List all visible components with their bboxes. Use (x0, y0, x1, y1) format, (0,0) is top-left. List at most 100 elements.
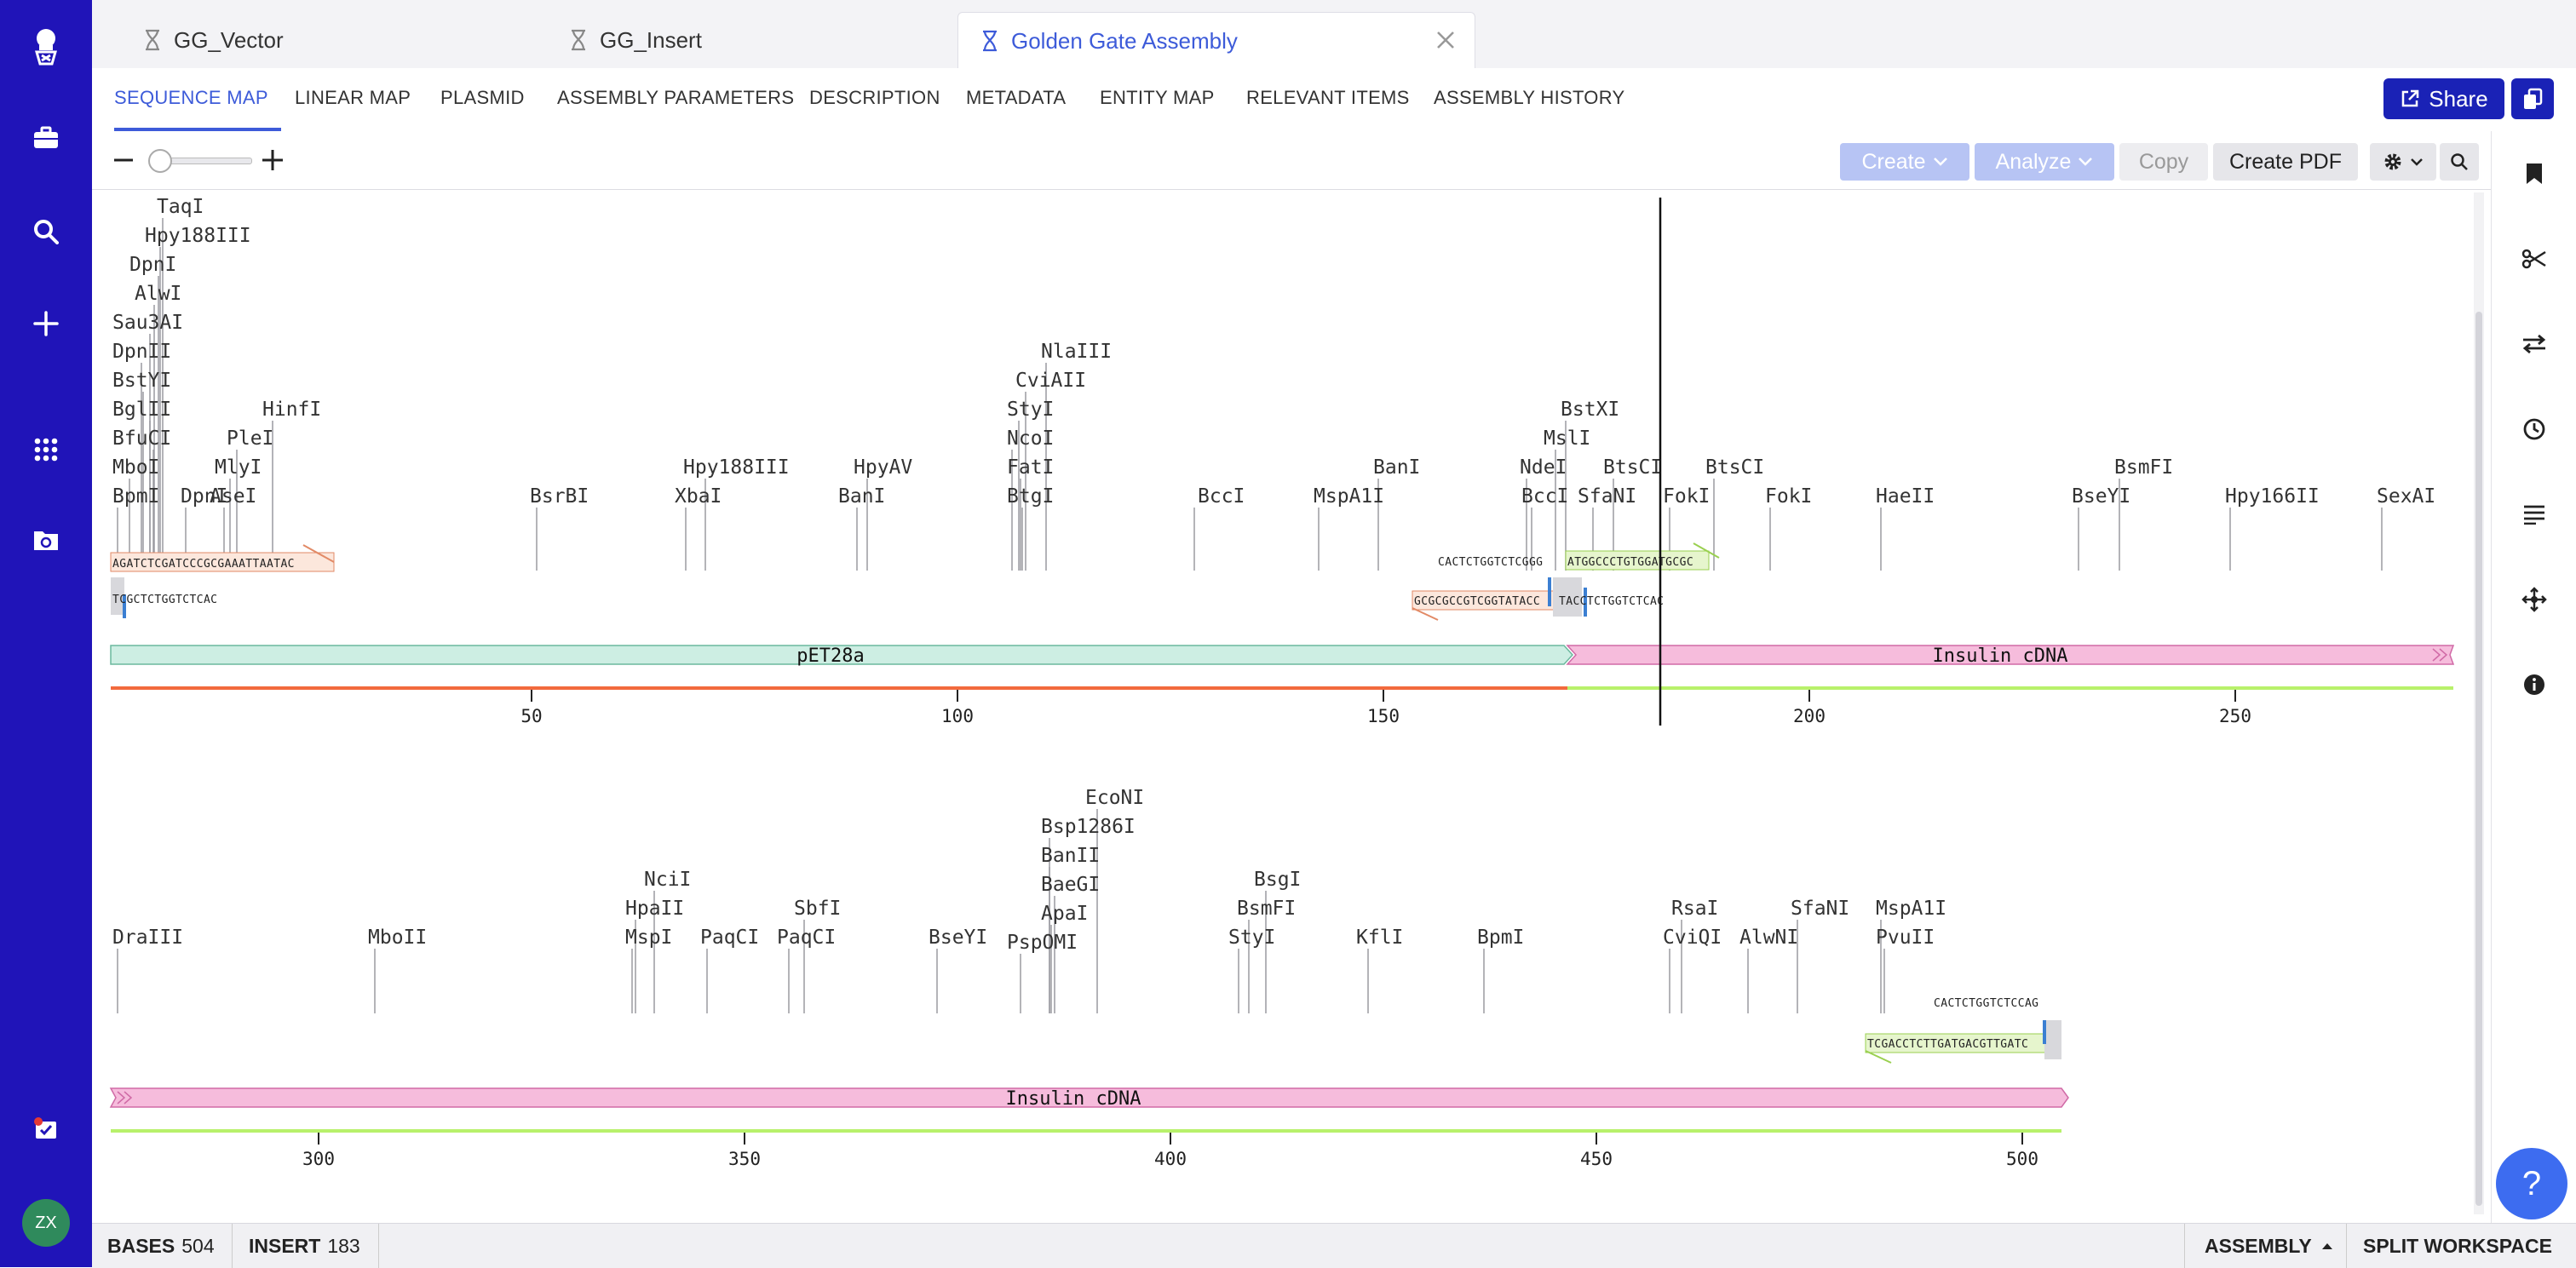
enzyme-label[interactable]: HpaII (625, 898, 684, 920)
enzyme-label[interactable]: BtgI (1007, 485, 1054, 508)
enzyme-label[interactable]: PleI (227, 427, 273, 450)
enzyme-label[interactable]: SexAI (2377, 485, 2435, 508)
tab-sequence-map[interactable]: SEQUENCE MAP (114, 87, 268, 108)
enzyme-label[interactable]: FatI (1007, 456, 1054, 479)
feature-insulin-cdna[interactable]: Insulin cDNA (109, 1087, 2069, 1110)
junction-primer-block[interactable]: CACTCTGGTCTCGGG ATGGCCCTGTGGATGCGC GCGCG… (1412, 542, 1720, 621)
bookmark-icon[interactable] (2517, 157, 2551, 191)
tab-entity-map[interactable]: ENTITY MAP (1100, 87, 1215, 108)
scissors-icon[interactable] (2517, 242, 2551, 276)
enzyme-label[interactable]: MboI (112, 456, 159, 479)
enzyme-label[interactable]: NcoI (1007, 427, 1054, 450)
avatar[interactable]: ZX (22, 1199, 70, 1247)
enzyme-label[interactable]: KflI (1356, 927, 1403, 949)
benchling-logo-icon[interactable] (20, 20, 72, 72)
enzyme-label[interactable]: DpnII (112, 341, 171, 363)
swap-arrows-icon[interactable] (2517, 327, 2551, 361)
info-icon[interactable] (2517, 668, 2551, 702)
create-pdf-button[interactable]: Create PDF (2213, 143, 2358, 181)
enzyme-label[interactable]: BccI (1521, 485, 1568, 508)
enzyme-label[interactable]: Hpy188III (145, 225, 251, 247)
vector-primer-block[interactable]: AGATCTCGATCCCGCGAAATTAATAC TCGCTCTGGTCTC… (110, 544, 335, 618)
split-workspace-button[interactable]: SPLIT WORKSPACE (2363, 1234, 2552, 1257)
share-button[interactable]: Share (2383, 78, 2504, 119)
briefcase-icon[interactable] (20, 112, 72, 164)
plus-icon[interactable] (20, 298, 72, 349)
enzyme-label[interactable]: PaqCI (700, 927, 759, 949)
clock-icon[interactable] (2517, 412, 2551, 446)
enzyme-label[interactable]: DraIII (112, 927, 183, 949)
enzyme-label[interactable]: BfuCI (112, 427, 171, 450)
tab-plasmid[interactable]: PLASMID (440, 87, 525, 108)
enzyme-label[interactable]: CviQI (1663, 927, 1722, 949)
tab-assembly-parameters[interactable]: ASSEMBLY PARAMETERS (557, 87, 795, 108)
enzyme-label[interactable]: TaqI (157, 196, 204, 218)
tab-assembly-history[interactable]: ASSEMBLY HISTORY (1434, 87, 1625, 108)
enzyme-label[interactable]: MspA1I (1876, 898, 1946, 920)
enzyme-label[interactable]: DpnI (181, 485, 227, 508)
enzyme-label[interactable]: StyI (1228, 927, 1275, 949)
enzyme-label[interactable]: HaeII (1876, 485, 1935, 508)
feature-pet28a[interactable]: pET28a (110, 645, 1574, 667)
enzyme-label[interactable]: HinfI (262, 399, 321, 421)
enzyme-label[interactable]: BglII (112, 399, 171, 421)
enzyme-label[interactable]: ApaI (1041, 903, 1088, 925)
enzyme-label[interactable]: RsaI (1671, 898, 1718, 920)
enzyme-label[interactable]: PaqCI (777, 927, 836, 949)
tab-gg-insert[interactable]: GG_Insert (535, 12, 944, 68)
create-dropdown[interactable]: Create (1840, 143, 1969, 181)
enzyme-label[interactable]: BsgI (1254, 869, 1301, 891)
enzyme-label[interactable]: MspI (625, 927, 672, 949)
tab-metadata[interactable]: METADATA (966, 87, 1067, 108)
folder-sync-icon[interactable] (20, 514, 72, 565)
enzyme-label[interactable]: XbaI (675, 485, 722, 508)
close-icon[interactable] (1434, 28, 1458, 52)
tab-golden-gate-assembly[interactable]: Golden Gate Assembly (957, 12, 1475, 69)
enzyme-label[interactable]: BseYI (2072, 485, 2130, 508)
tab-linear-map[interactable]: LINEAR MAP (295, 87, 411, 108)
enzyme-label[interactable]: AlwNI (1739, 927, 1798, 949)
enzyme-label[interactable]: BtsCI (1705, 456, 1764, 479)
enzyme-label[interactable]: BstXI (1561, 399, 1619, 421)
enzyme-label[interactable]: PvuII (1876, 927, 1935, 949)
find-button[interactable] (2440, 143, 2479, 181)
enzyme-label[interactable]: BanI (1373, 456, 1420, 479)
enzyme-label[interactable]: BsmFI (1237, 898, 1296, 920)
enzyme-label[interactable]: SfaNI (1791, 898, 1849, 920)
enzyme-label[interactable]: AseI (210, 485, 256, 508)
zoom-out-icon[interactable] (112, 152, 135, 169)
enzyme-label[interactable]: PspOMI (1007, 932, 1078, 954)
enzyme-label[interactable]: NciI (644, 869, 691, 891)
enzyme-label[interactable]: BsrBI (530, 485, 589, 508)
tab-description[interactable]: DESCRIPTION (809, 87, 940, 108)
enzyme-label[interactable]: BanI (838, 485, 885, 508)
enzyme-label[interactable]: NdeI (1520, 456, 1567, 479)
help-button[interactable]: ? (2496, 1148, 2567, 1219)
end-primer-block[interactable]: CACTCTGGTCTCCAG TCGACCTCTTGATGACGTTGATC (1865, 997, 2061, 1064)
enzyme-label[interactable]: BpmI (1477, 927, 1524, 949)
enzyme-label[interactable]: HpyAV (854, 456, 912, 479)
enzyme-label[interactable]: BsmFI (2114, 456, 2173, 479)
analyze-dropdown[interactable]: Analyze (1975, 143, 2114, 181)
search-icon[interactable] (20, 206, 72, 257)
enzyme-label[interactable]: BseYI (929, 927, 987, 949)
enzyme-label[interactable]: BpmI (112, 485, 159, 508)
copy-button[interactable]: Copy (2119, 143, 2208, 181)
text-lines-icon[interactable] (2517, 497, 2551, 531)
enzyme-label[interactable]: SfaNI (1578, 485, 1636, 508)
tasks-icon[interactable] (20, 1104, 72, 1155)
enzyme-label[interactable]: CviAII (1015, 370, 1086, 392)
enzyme-label[interactable]: BccI (1198, 485, 1245, 508)
move-arrows-icon[interactable] (2517, 582, 2551, 617)
duplicate-button[interactable] (2511, 78, 2554, 119)
settings-dropdown[interactable] (2370, 143, 2436, 181)
enzyme-label[interactable]: NlaIII (1041, 341, 1112, 363)
enzyme-label[interactable]: Sau3AI (112, 312, 183, 334)
assembly-toggle[interactable]: ASSEMBLY (2205, 1224, 2334, 1268)
enzyme-label[interactable]: BtsCI (1603, 456, 1662, 479)
enzyme-label[interactable]: Bsp1286I (1041, 816, 1136, 838)
map-scrollbar[interactable] (2474, 192, 2484, 1214)
enzyme-label[interactable]: EcoNI (1085, 787, 1144, 809)
enzyme-label[interactable]: Hpy188III (683, 456, 790, 479)
enzyme-label[interactable]: SbfI (794, 898, 841, 920)
